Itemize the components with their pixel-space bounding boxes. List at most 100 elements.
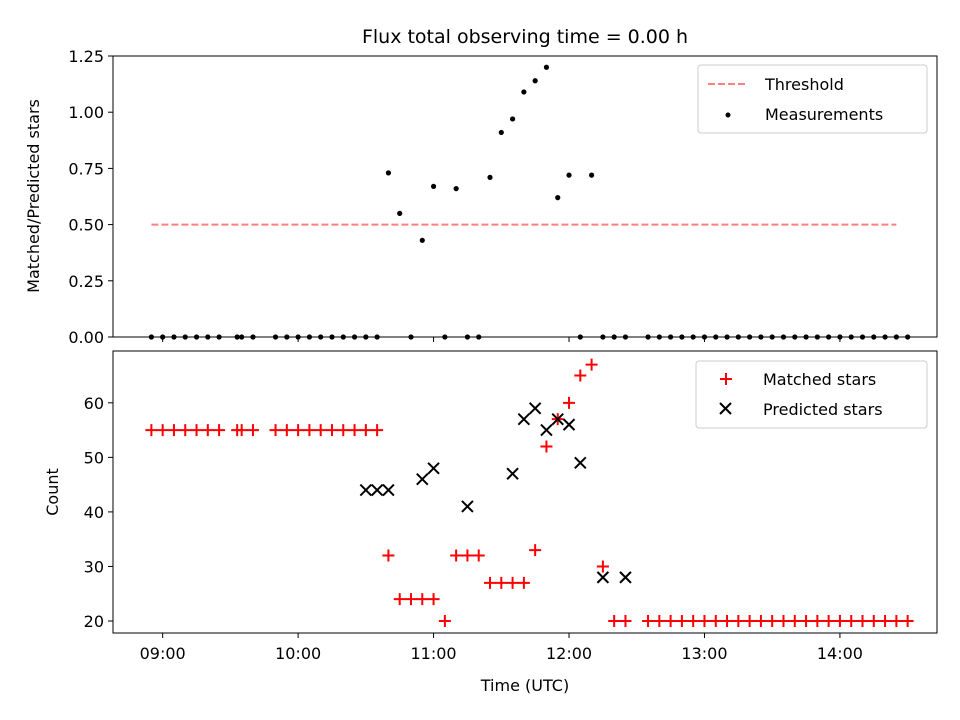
matched-stars-point — [438, 615, 451, 627]
top-plot-frame — [112, 55, 938, 338]
matched-stars-point — [608, 615, 621, 627]
predicted-stars-point — [574, 456, 587, 470]
matched-stars-point — [890, 615, 903, 627]
matched-stars-point — [495, 576, 508, 589]
top-y-tick-label: 0.00 — [68, 328, 104, 347]
matched-stars-point — [709, 615, 722, 627]
chart-title: Flux total observing time = 0.00 h — [362, 26, 688, 48]
matched-stars-point — [563, 396, 576, 409]
matched-stars-point — [517, 576, 530, 589]
predicted-stars-point — [596, 571, 610, 584]
matched-stars-point — [337, 424, 350, 437]
matched-stars-point — [179, 424, 192, 437]
bottom-y-axis-label: Count — [43, 468, 62, 516]
measurement-point — [521, 89, 527, 95]
bottom-x-tick-label: 09:00 — [140, 644, 186, 663]
matched-stars-point — [540, 440, 553, 453]
matched-stars-point — [292, 424, 305, 437]
matched-stars-point — [777, 615, 790, 627]
matched-stars-point — [303, 424, 316, 437]
matched-stars-point — [811, 615, 824, 627]
matched-stars-point — [833, 615, 846, 627]
measurements-legend-marker — [725, 112, 731, 118]
measurement-point — [385, 170, 392, 176]
matched-stars-point — [856, 615, 869, 627]
measurement-point — [430, 183, 437, 189]
predicted-stars-point — [461, 500, 474, 513]
measurement-point — [543, 64, 550, 70]
measurement-point — [498, 129, 504, 136]
matched-stars-point — [845, 615, 858, 627]
matched-stars-point — [732, 615, 745, 627]
matched-stars-point — [461, 549, 474, 562]
matched-stars-point — [427, 593, 440, 606]
bottom-legend: Matched stars Predicted stars — [695, 360, 928, 429]
matched-stars-point — [269, 424, 282, 437]
matched-stars-point — [754, 615, 767, 627]
matched-stars-point — [213, 424, 226, 437]
matched-stars-point — [619, 615, 632, 627]
measurements-legend-label: Measurements — [765, 105, 883, 124]
matched-stars-point — [246, 424, 259, 437]
matched-stars-point — [585, 358, 598, 371]
matched-stars-point — [721, 615, 734, 627]
matched-stars-point — [235, 424, 248, 437]
matched-stars-point — [766, 615, 779, 627]
matched-stars-point — [867, 615, 880, 627]
bottom-x-tick-label: 10:00 — [275, 644, 321, 663]
matched-stars-point — [879, 615, 892, 627]
predicted-stars-point — [370, 483, 384, 497]
bottom-x-tick-label: 14:00 — [817, 644, 863, 663]
matched-stars-point — [822, 615, 835, 627]
top-y-tick-label: 1.25 — [68, 47, 104, 66]
matched-stars-point — [190, 424, 203, 437]
matched-stars-point — [393, 593, 406, 606]
measurement-point — [588, 172, 595, 178]
matched-stars-point — [371, 424, 384, 437]
matched-stars-point — [675, 615, 688, 627]
matched-stars-point — [280, 424, 293, 437]
matched-legend-label: Matched stars — [763, 370, 876, 389]
matched-stars-point — [574, 369, 587, 382]
matched-stars-point — [506, 576, 519, 589]
predicted-stars-point — [359, 483, 373, 497]
matched-stars-point — [698, 615, 711, 627]
top-legend-box — [697, 64, 928, 134]
top-y-tick-label: 0.25 — [68, 272, 104, 291]
bottom-x-tick-label: 13:00 — [681, 644, 727, 663]
top-y-ticks: 0.00 0.25 0.50 0.75 1.00 1.25 — [68, 47, 113, 347]
predicted-stars-point — [427, 462, 440, 475]
predicted-stars-point — [416, 472, 429, 486]
bottom-y-tick-label: 60 — [84, 394, 104, 413]
bottom-axes: 20 30 40 50 60 09:00 10:00 11:00 12:00 13:00 14:0… — [43, 350, 938, 695]
bottom-plot-marks — [145, 358, 914, 627]
top-x-ticks — [162, 337, 841, 342]
matched-stars-point — [348, 424, 361, 437]
bottom-y-tick-label: 30 — [84, 557, 104, 576]
bottom-y-tick-label: 40 — [84, 503, 104, 522]
matched-stars-point — [901, 615, 914, 627]
matched-stars-point — [416, 593, 429, 606]
matched-stars-point — [325, 424, 338, 437]
predicted-stars-point — [506, 467, 519, 480]
matched-stars-point — [201, 424, 214, 437]
bottom-y-ticks: 20 30 40 50 60 — [84, 394, 113, 631]
top-legend: Threshold Measurements — [697, 64, 928, 134]
top-y-axis-label: Matched/Predicted stars — [24, 99, 43, 293]
matched-stars-point — [596, 560, 609, 573]
matched-stars-point — [359, 424, 372, 437]
bottom-plot-frame — [112, 350, 938, 634]
matched-stars-point — [145, 424, 158, 437]
predicted-stars-point — [562, 418, 576, 431]
matched-legend-marker — [720, 373, 732, 385]
predicted-stars-point — [619, 571, 632, 584]
matched-stars-point — [484, 576, 497, 589]
measurement-point — [532, 78, 538, 84]
top-axes: 0.00 0.25 0.50 0.75 1.00 1.25 Matched/Predict… — [24, 47, 938, 347]
matched-stars-point — [450, 549, 463, 562]
matched-stars-point — [642, 615, 655, 627]
matched-stars-point — [788, 615, 801, 627]
matched-stars-point — [664, 615, 677, 627]
top-y-tick-label: 0.75 — [68, 159, 104, 178]
